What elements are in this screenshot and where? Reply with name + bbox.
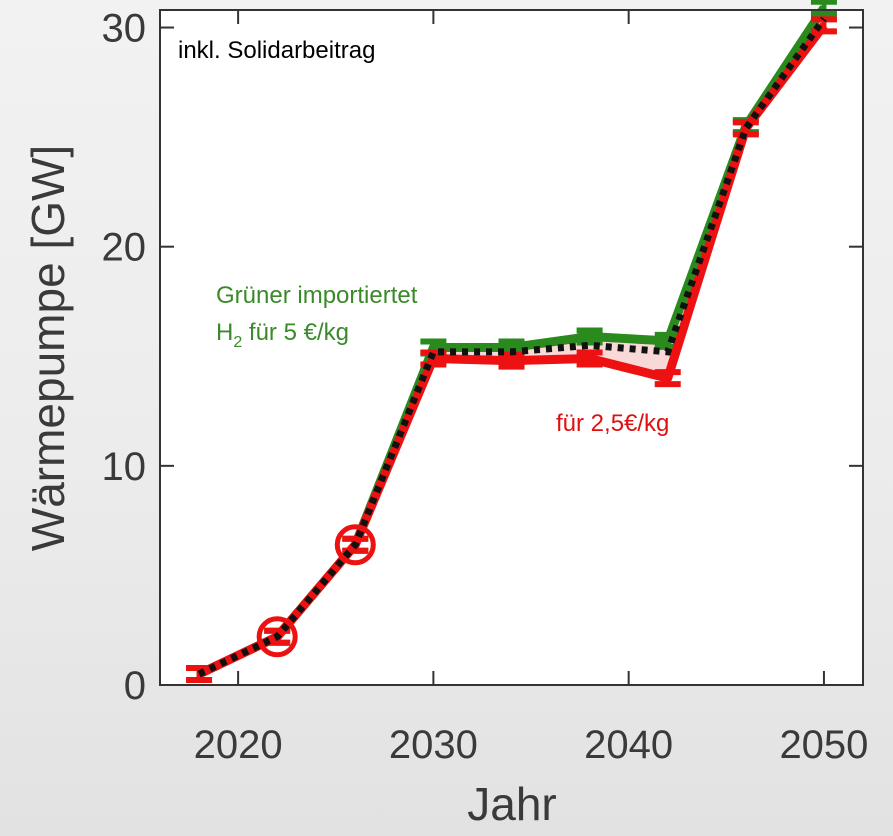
y-tick-label-1: 10 [102, 445, 147, 489]
green-point-8 [810, 0, 837, 17]
annotation-red: für 2,5€/kg [556, 410, 669, 437]
x-tick-label-2: 2040 [584, 723, 673, 767]
x-axis-label: Jahr [467, 778, 556, 830]
x-tick-label-0: 2020 [194, 723, 283, 767]
red-point-5 [576, 349, 603, 368]
highlight-circle-1 [334, 524, 376, 566]
series-dotted-line [197, 16, 827, 678]
y-axis-label: Wärmepumpe [GW] [22, 145, 74, 551]
x-tick-label-3: 2050 [779, 723, 868, 767]
annotation-green-line1: Grüner importiertet [216, 282, 418, 309]
annotation-solidarbeitrag: inkl. Solidarbeitrag [178, 37, 375, 64]
red-point-6 [654, 369, 681, 388]
y-tick-label-2: 20 [102, 226, 147, 270]
x-axis-ticks: 2020 2030 2040 2050 [194, 10, 868, 767]
plot-frame [159, 9, 864, 686]
highlight-circles [256, 524, 376, 658]
annotation-green-line2: H2 für 5 €/kg [216, 319, 349, 351]
y-axis-ticks: 0 10 20 30 [102, 7, 863, 708]
y-tick-label-0: 0 [124, 664, 146, 708]
x-tick-label-1: 2030 [389, 723, 478, 767]
highlight-circle-0 [256, 616, 298, 658]
y-tick-label-3: 30 [102, 7, 147, 51]
